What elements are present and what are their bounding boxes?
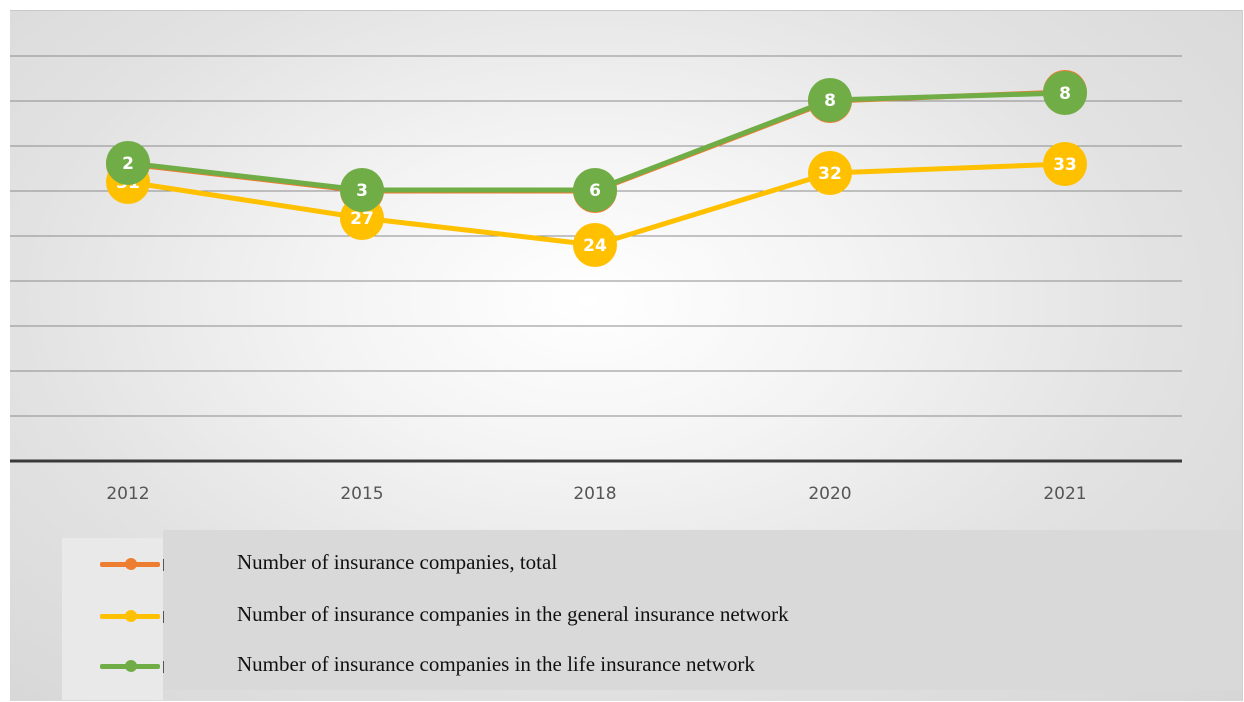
data-label-life: 2 [122, 154, 134, 174]
x-tick-label: 2021 [1043, 484, 1086, 504]
data-point-life[interactable] [573, 168, 617, 212]
legend-marker-life [125, 660, 137, 672]
gridlines [10, 55, 1182, 417]
x-axis: 2012 2015 2018 2020 2021 [10, 459, 1182, 504]
legend-marker-general [125, 610, 137, 622]
legend-item-life[interactable]: Number of insurance companies in the lif… [100, 650, 1200, 680]
legend-item-total[interactable]: Number of insurance companies, total [100, 548, 1200, 578]
legend-label-total: Number of insurance companies, total [237, 550, 558, 574]
series-markers: 3330304041312724323323688 [106, 70, 1087, 267]
legend-tick [163, 559, 164, 571]
x-tick-label: 2020 [808, 484, 851, 504]
legend-tick [163, 661, 164, 673]
data-point-life[interactable] [106, 141, 150, 185]
x-tick-label: 2018 [573, 484, 616, 504]
data-label-general: 33 [1053, 155, 1077, 175]
data-point-general[interactable] [573, 223, 617, 267]
x-tick-label: 2012 [106, 484, 149, 504]
x-tick-label: 2015 [340, 484, 383, 504]
legend-tick [163, 611, 164, 623]
data-label-life: 6 [589, 181, 601, 201]
data-point-life[interactable] [1043, 71, 1087, 115]
data-label-life: 8 [1059, 84, 1071, 104]
legend-label-general: Number of insurance companies in the gen… [237, 602, 789, 626]
legend-marker-total [125, 558, 137, 570]
data-point-life[interactable] [340, 168, 384, 212]
data-label-general: 27 [350, 209, 374, 229]
data-point-life[interactable] [808, 78, 852, 122]
legend-panel [163, 530, 1242, 690]
data-point-general[interactable] [808, 151, 852, 195]
data-label-general: 32 [818, 164, 842, 184]
legend-label-life: Number of insurance companies in the lif… [237, 652, 755, 676]
legend-item-general[interactable]: Number of insurance companies in the gen… [100, 600, 1200, 630]
data-label-life: 8 [824, 91, 836, 111]
data-label-general: 24 [583, 236, 607, 256]
data-point-general[interactable] [1043, 142, 1087, 186]
data-label-life: 3 [356, 181, 368, 201]
